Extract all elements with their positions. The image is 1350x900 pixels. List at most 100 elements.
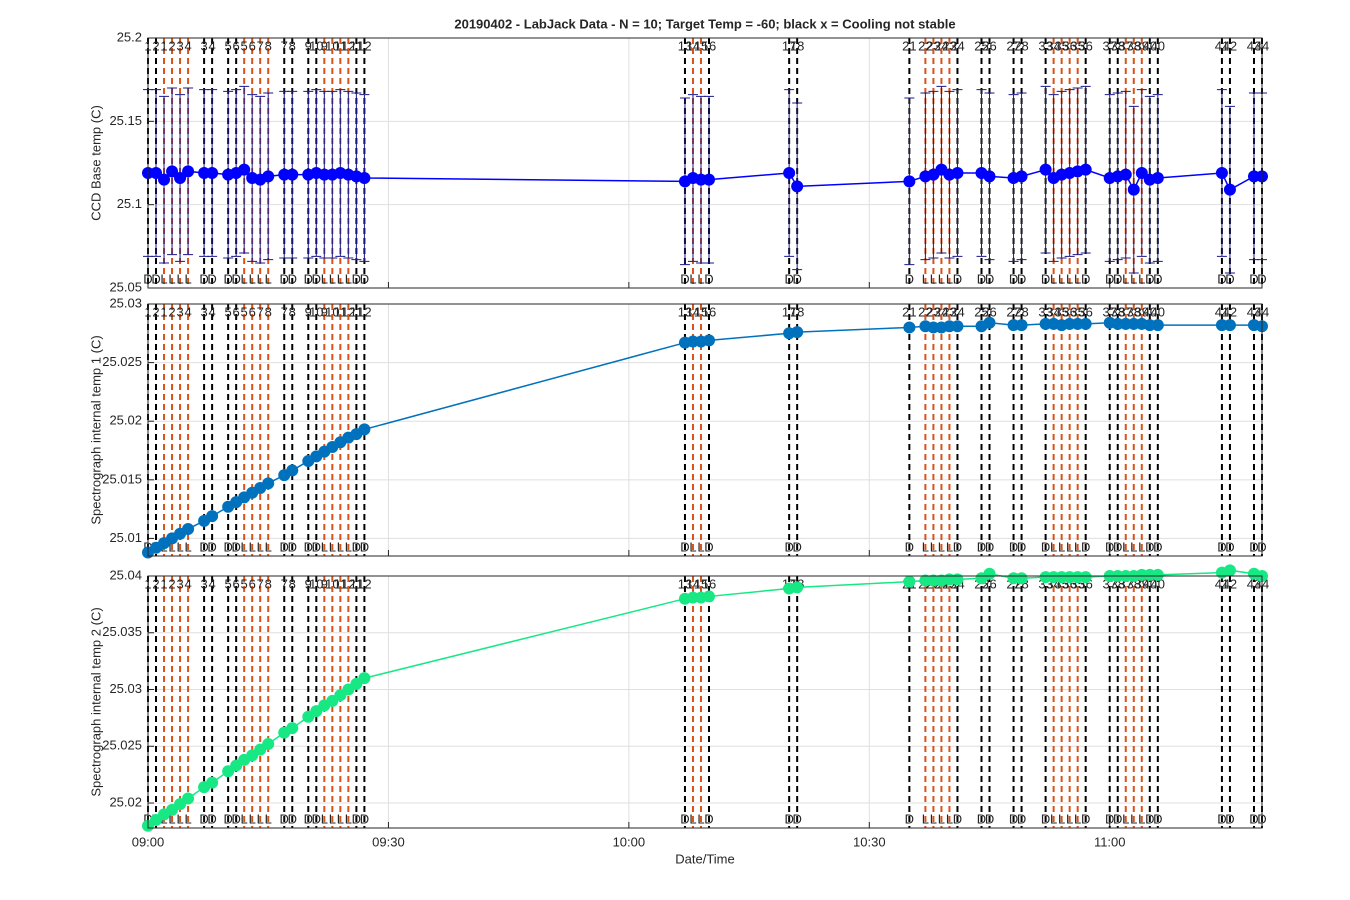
event-label: 21 [902, 304, 916, 319]
data-point [1119, 168, 1132, 181]
event-label: 2 [152, 38, 159, 53]
data-point [951, 167, 964, 179]
data-point [182, 523, 195, 536]
data-point [358, 423, 371, 436]
event-code: D [905, 271, 914, 286]
event-code: L [1122, 539, 1129, 554]
event-code: L [1050, 271, 1057, 286]
event-label: 11 [350, 304, 364, 319]
event-code: L [337, 539, 344, 554]
y-tick-label: 25.01 [109, 530, 142, 545]
event-label: 33 [1038, 304, 1052, 319]
event-label: 12 [341, 38, 355, 53]
event-label: 5 [241, 38, 248, 53]
data-point [1015, 319, 1028, 332]
event-code: L [337, 271, 344, 286]
event-label: 38 [1111, 38, 1125, 53]
event-label: 6 [249, 38, 256, 53]
event-label: 40 [1151, 38, 1165, 53]
event-code: L [946, 811, 953, 826]
event-code: L [257, 811, 264, 826]
axes-frame [147, 303, 1263, 557]
event-code: L [1130, 271, 1137, 286]
event-code: D [352, 271, 361, 286]
event-label: 10 [325, 576, 339, 591]
event-code: D [1153, 271, 1162, 286]
y-tick-label: 25.02 [109, 413, 142, 428]
event-label: 41 [1215, 576, 1229, 591]
event-label: 5 [241, 576, 248, 591]
event-label: 25 [974, 304, 988, 319]
event-label: 7 [281, 576, 288, 591]
data-point [1127, 183, 1140, 196]
event-label: 42 [1223, 38, 1237, 53]
event-label: 10 [309, 576, 323, 591]
event-label: 4 [208, 576, 215, 591]
y-tick-label: 25.05 [109, 279, 142, 294]
data-point [1223, 183, 1236, 196]
event-code: D [288, 271, 297, 286]
plot-area [148, 576, 1262, 828]
event-code: L [1050, 539, 1057, 554]
event-code: L [249, 271, 256, 286]
event-code: D [1041, 271, 1050, 286]
event-code: L [249, 539, 256, 554]
event-label: 27 [1006, 304, 1020, 319]
event-label: 33 [1038, 38, 1052, 53]
data-point [1015, 572, 1028, 585]
event-code: D [352, 811, 361, 826]
event-label: 5 [225, 576, 232, 591]
event-label: 1 [160, 304, 167, 319]
event-label: 18 [790, 304, 804, 319]
event-code: L [168, 811, 175, 826]
axes-frame [147, 575, 1263, 829]
data-point [1079, 317, 1092, 330]
event-code: D [1017, 271, 1026, 286]
event-code: D [1081, 811, 1090, 826]
event-label: 28 [1014, 38, 1028, 53]
event-label: 3 [200, 38, 207, 53]
data-point [903, 575, 916, 588]
event-label: 12 [357, 576, 371, 591]
event-code: L [168, 271, 175, 286]
data-point [1223, 564, 1236, 577]
x-tick-label: 10:00 [613, 834, 646, 849]
event-code: D [1041, 539, 1050, 554]
event-label: 12 [357, 38, 371, 53]
event-code: D [1145, 811, 1154, 826]
event-code: D [985, 271, 994, 286]
event-label: 23 [926, 38, 940, 53]
event-label: 4 [208, 38, 215, 53]
data-point [158, 173, 171, 186]
event-code: L [176, 539, 183, 554]
event-label: 36 [1078, 38, 1092, 53]
event-label: 8 [289, 304, 296, 319]
event-label: 15 [694, 576, 708, 591]
event-label: 1 [160, 38, 167, 53]
data-point [238, 163, 251, 176]
data-point [1151, 319, 1164, 332]
event-label: 6 [233, 38, 240, 53]
event-code: D [199, 271, 208, 286]
data-point [1015, 170, 1028, 183]
event-code: L [321, 811, 328, 826]
event-code: L [257, 271, 264, 286]
data-point [1215, 167, 1228, 179]
event-code: D [784, 271, 793, 286]
event-label: 35 [1054, 304, 1068, 319]
data-point [791, 180, 804, 193]
event-code: D [680, 271, 689, 286]
event-label: 25 [974, 38, 988, 53]
event-label: 16 [702, 38, 716, 53]
event-label: 39 [1135, 304, 1149, 319]
y-tick-label: 25.025 [102, 354, 142, 369]
event-code: L [257, 539, 264, 554]
y-axis-label: Spectrograph internal temp 2 (C) [88, 607, 103, 796]
event-label: 14 [686, 304, 700, 319]
event-code: D [231, 539, 240, 554]
event-code: L [689, 811, 696, 826]
event-code: D [304, 539, 313, 554]
event-code: D [792, 811, 801, 826]
event-code: L [1074, 271, 1081, 286]
